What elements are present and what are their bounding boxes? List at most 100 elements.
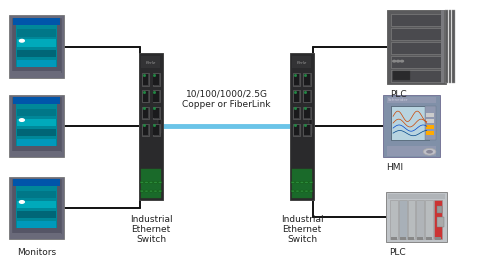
Bar xyxy=(409,237,414,240)
FancyBboxPatch shape xyxy=(10,177,63,239)
Bar xyxy=(426,113,434,117)
Bar xyxy=(437,217,444,227)
Circle shape xyxy=(291,181,295,183)
Bar xyxy=(293,124,300,136)
Bar xyxy=(16,99,57,146)
Bar xyxy=(13,18,60,25)
Circle shape xyxy=(140,190,144,192)
Bar xyxy=(303,124,311,136)
FancyBboxPatch shape xyxy=(13,179,61,233)
FancyBboxPatch shape xyxy=(13,18,61,72)
Bar xyxy=(416,200,424,239)
Bar xyxy=(426,237,432,240)
Bar xyxy=(142,107,150,119)
Bar xyxy=(17,109,56,116)
Bar xyxy=(426,125,434,129)
Bar xyxy=(294,108,300,118)
Bar xyxy=(304,125,310,135)
Bar xyxy=(16,19,57,67)
Circle shape xyxy=(153,190,157,192)
Bar xyxy=(293,107,300,119)
Bar xyxy=(391,14,442,26)
Circle shape xyxy=(393,60,395,62)
Circle shape xyxy=(140,181,144,183)
Bar xyxy=(390,200,398,239)
Bar xyxy=(435,237,441,240)
Bar xyxy=(152,124,160,136)
Bar xyxy=(293,73,300,86)
Bar xyxy=(391,56,442,68)
Circle shape xyxy=(426,150,433,154)
Bar xyxy=(17,191,56,198)
Circle shape xyxy=(300,190,304,192)
Circle shape xyxy=(300,181,304,183)
Circle shape xyxy=(309,190,313,192)
Text: Perle: Perle xyxy=(297,61,307,65)
Bar xyxy=(303,90,311,102)
Bar xyxy=(13,97,60,104)
Bar xyxy=(391,42,442,54)
Circle shape xyxy=(19,201,24,203)
FancyBboxPatch shape xyxy=(386,192,447,242)
Circle shape xyxy=(291,190,295,192)
Text: Industrial
Ethernet
Switch: Industrial Ethernet Switch xyxy=(130,214,172,244)
Bar xyxy=(393,71,410,80)
Bar xyxy=(17,221,56,228)
Bar xyxy=(391,70,442,82)
Bar xyxy=(12,151,61,156)
Bar xyxy=(452,10,455,83)
Circle shape xyxy=(296,190,300,192)
Circle shape xyxy=(396,60,399,62)
Bar xyxy=(304,91,310,102)
Bar xyxy=(17,119,56,126)
Bar xyxy=(143,91,149,102)
Bar xyxy=(12,232,61,238)
Bar xyxy=(142,56,161,68)
FancyBboxPatch shape xyxy=(383,95,440,157)
Bar xyxy=(388,194,445,199)
Bar xyxy=(426,132,434,135)
Text: PLC: PLC xyxy=(389,248,405,257)
Bar xyxy=(17,211,56,218)
Circle shape xyxy=(19,119,24,121)
Circle shape xyxy=(304,190,308,192)
Bar xyxy=(417,237,423,240)
Bar xyxy=(142,73,150,86)
Circle shape xyxy=(158,181,162,183)
Circle shape xyxy=(19,40,24,42)
Bar xyxy=(17,49,56,57)
Bar xyxy=(152,107,160,119)
Bar xyxy=(17,29,56,37)
Circle shape xyxy=(153,181,157,183)
Bar xyxy=(152,90,160,102)
Circle shape xyxy=(400,60,404,62)
Bar xyxy=(425,200,433,239)
Circle shape xyxy=(145,190,149,192)
Bar xyxy=(294,74,300,85)
Bar xyxy=(13,179,60,186)
Bar xyxy=(387,97,436,103)
Bar xyxy=(387,146,436,156)
FancyBboxPatch shape xyxy=(138,53,164,200)
Circle shape xyxy=(309,181,313,183)
Bar xyxy=(303,73,311,86)
Text: Schneider: Schneider xyxy=(388,98,409,102)
Bar xyxy=(158,119,161,133)
Bar xyxy=(441,10,444,83)
Bar xyxy=(17,60,56,67)
Bar xyxy=(304,108,310,118)
FancyBboxPatch shape xyxy=(10,95,63,157)
Bar xyxy=(143,108,149,118)
Bar xyxy=(143,74,149,85)
Bar xyxy=(153,91,159,102)
FancyBboxPatch shape xyxy=(289,53,315,200)
Bar xyxy=(12,71,61,77)
Bar xyxy=(426,119,434,123)
Text: Industrial
Ethernet
Switch: Industrial Ethernet Switch xyxy=(281,214,323,244)
Bar xyxy=(142,90,150,102)
Bar xyxy=(17,139,56,146)
Bar xyxy=(304,74,310,85)
Bar xyxy=(449,10,451,83)
Bar xyxy=(17,40,56,47)
Circle shape xyxy=(149,181,153,183)
